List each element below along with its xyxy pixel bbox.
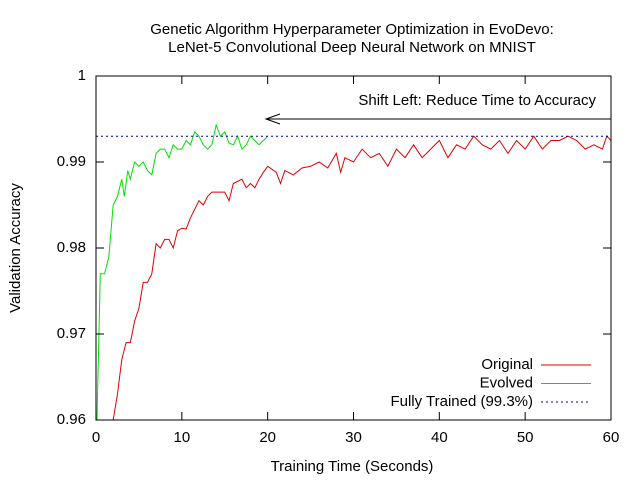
y-axis-label: Validation Accuracy [7,183,24,313]
series-line [96,123,269,420]
x-axis-label: Training Time (Seconds) [271,458,434,475]
chart-title: Genetic Algorithm Hyperparameter Optimiz… [150,21,554,38]
x-tick-label: 20 [259,429,276,446]
plot-area [96,123,611,420]
x-tick-label: 40 [431,429,448,446]
y-tick-label: 0.96 [57,411,86,428]
legend-label: Fully Trained (99.3%) [390,393,533,410]
x-tick-label: 0 [92,429,100,446]
chart-subtitle: LeNet-5 Convolutional Deep Neural Networ… [168,39,536,56]
y-tick-label: 0.97 [57,325,86,342]
x-tick-label: 60 [603,429,620,446]
y-tick-label: 0.99 [57,153,86,170]
x-tick-label: 30 [345,429,362,446]
series-line [112,135,611,420]
legend-label: Evolved [480,374,533,391]
y-tick-label: 1 [78,67,86,84]
annotation-arrowhead [264,113,281,125]
x-tick-label: 10 [173,429,190,446]
x-tick-label: 50 [517,429,534,446]
legend-label: Original [481,356,533,373]
y-tick-label: 0.98 [57,239,86,256]
annotation: Shift Left: Reduce Time to Accuracy [358,92,596,109]
